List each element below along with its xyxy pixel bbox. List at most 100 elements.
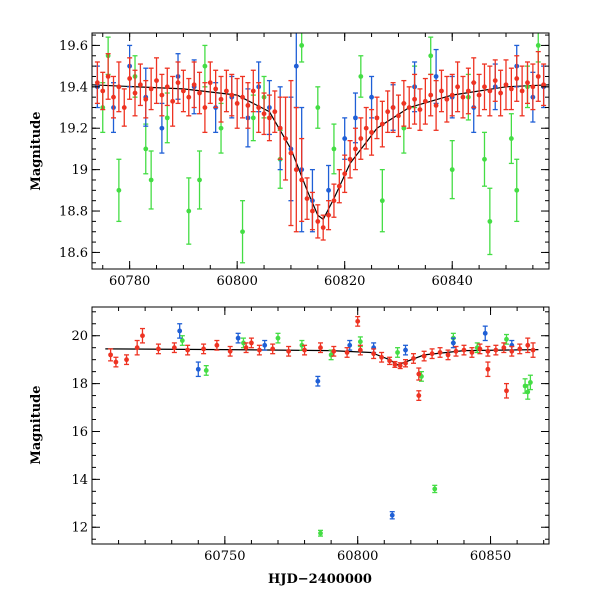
zoomed-x-tick-label: 60780 bbox=[109, 274, 150, 289]
full-data-point bbox=[286, 348, 292, 354]
zoomed-x-tick-label: 60840 bbox=[432, 274, 473, 289]
full-y-tick-label: 14 bbox=[71, 473, 88, 488]
full-x-tick-label: 60850 bbox=[470, 549, 511, 564]
zoomed-data-point bbox=[390, 105, 396, 110]
full-data-point bbox=[108, 352, 113, 358]
zoomed-data-point bbox=[449, 92, 455, 98]
zoomed-data-point bbox=[358, 136, 364, 141]
full-data-point bbox=[485, 348, 491, 354]
zoomed-data-point bbox=[137, 82, 143, 88]
full-light-curve-x-axis-label: HJD−2400000 bbox=[268, 572, 372, 587]
zoomed-data-point bbox=[374, 115, 380, 121]
zoomed-data-point bbox=[250, 88, 256, 94]
full-data-point bbox=[387, 358, 392, 364]
zoomed-data-point bbox=[170, 98, 176, 104]
full-data-point bbox=[256, 347, 262, 353]
zoomed-data-point bbox=[353, 115, 358, 121]
zoomed-data-point bbox=[224, 88, 229, 94]
full-data-point bbox=[485, 366, 491, 372]
full-series-2 bbox=[108, 315, 536, 402]
zoomed-data-point bbox=[293, 63, 299, 69]
full-data-point bbox=[504, 336, 509, 342]
full-data-point bbox=[416, 371, 422, 377]
full-data-point bbox=[299, 342, 305, 348]
zoomed-data-point bbox=[342, 171, 348, 177]
zoomed-light-curve-ticks: 60780 60800 60820 60840 18.6 18.8 19 19.2 19.4 19… bbox=[59, 33, 549, 289]
zoomed-data-point bbox=[396, 113, 401, 119]
zoomed-data-point bbox=[385, 109, 391, 115]
zoomed-series-0 bbox=[100, 33, 541, 264]
zoomed-data-point bbox=[94, 80, 100, 86]
zoomed-data-point bbox=[100, 88, 106, 94]
full-data-point bbox=[477, 346, 483, 352]
zoomed-data-point bbox=[218, 96, 224, 102]
zoomed-data-point bbox=[164, 115, 170, 121]
full-data-point bbox=[421, 353, 427, 359]
zoomed-data-point bbox=[127, 76, 133, 81]
zoomed-y-tick-label: 19.6 bbox=[59, 39, 88, 54]
zoomed-data-point bbox=[530, 84, 536, 90]
zoomed-data-point bbox=[213, 86, 219, 92]
zoomed-data-point bbox=[159, 92, 165, 98]
zoomed-y-tick-label: 18.6 bbox=[59, 246, 88, 261]
full-data-point bbox=[124, 357, 129, 363]
zoomed-data-point bbox=[299, 43, 305, 48]
full-data-point bbox=[379, 354, 385, 360]
zoomed-data-point bbox=[293, 167, 299, 173]
full-data-point bbox=[530, 347, 536, 353]
full-series-1 bbox=[177, 323, 515, 520]
full-data-point bbox=[371, 351, 377, 357]
full-data-point bbox=[262, 342, 268, 348]
zoomed-light-curve-y-axis-label: Magnitude bbox=[29, 111, 44, 190]
full-data-point bbox=[177, 328, 183, 334]
zoomed-model-curve bbox=[92, 84, 549, 221]
full-data-point bbox=[493, 347, 499, 353]
full-data-point bbox=[509, 348, 515, 354]
full-data-point bbox=[227, 348, 233, 354]
zoomed-data-point bbox=[234, 100, 240, 106]
zoomed-data-point bbox=[326, 187, 331, 193]
zoomed-data-point bbox=[342, 136, 348, 141]
full-data-point bbox=[302, 347, 307, 353]
full-data-point bbox=[243, 345, 249, 351]
zoomed-data-point bbox=[164, 84, 170, 90]
zoomed-data-point bbox=[353, 146, 358, 152]
full-data-point bbox=[318, 530, 323, 536]
full-data-point bbox=[528, 380, 533, 385]
zoomed-data-point bbox=[207, 80, 213, 86]
zoomed-data-point bbox=[433, 74, 439, 79]
zoomed-data-point bbox=[250, 115, 256, 121]
zoomed-data-point bbox=[492, 78, 498, 84]
zoomed-data-point bbox=[202, 105, 208, 110]
full-data-point bbox=[241, 340, 246, 346]
full-data-point bbox=[235, 335, 241, 341]
zoomed-data-point bbox=[455, 84, 460, 90]
full-data-point bbox=[347, 342, 353, 348]
zoomed-data-point bbox=[116, 187, 122, 193]
full-data-point bbox=[201, 346, 206, 352]
full-x-tick-label: 60750 bbox=[204, 549, 245, 564]
zoomed-data-point bbox=[379, 198, 385, 204]
zoomed-data-point bbox=[116, 84, 122, 90]
zoomed-data-point bbox=[331, 146, 337, 152]
zoomed-data-point bbox=[514, 187, 520, 193]
zoomed-data-point bbox=[326, 212, 331, 218]
zoomed-data-point bbox=[482, 156, 487, 162]
full-data-point bbox=[517, 346, 523, 352]
zoomed-data-point bbox=[519, 88, 525, 94]
full-light-curve-marks bbox=[105, 315, 539, 537]
zoomed-data-point bbox=[471, 80, 477, 86]
full-data-point bbox=[357, 347, 363, 353]
zoomed-light-curve-frame bbox=[91, 32, 550, 270]
full-data-point bbox=[411, 356, 416, 361]
full-data-point bbox=[140, 333, 145, 339]
full-data-point bbox=[403, 347, 408, 353]
zoomed-data-point bbox=[261, 111, 267, 117]
zoomed-data-point bbox=[444, 96, 450, 102]
zoomed-data-point bbox=[245, 103, 251, 108]
zoomed-data-point bbox=[159, 125, 165, 131]
zoomed-y-tick-label: 18.8 bbox=[59, 205, 88, 220]
full-data-point bbox=[389, 512, 395, 518]
full-data-point bbox=[171, 345, 177, 351]
